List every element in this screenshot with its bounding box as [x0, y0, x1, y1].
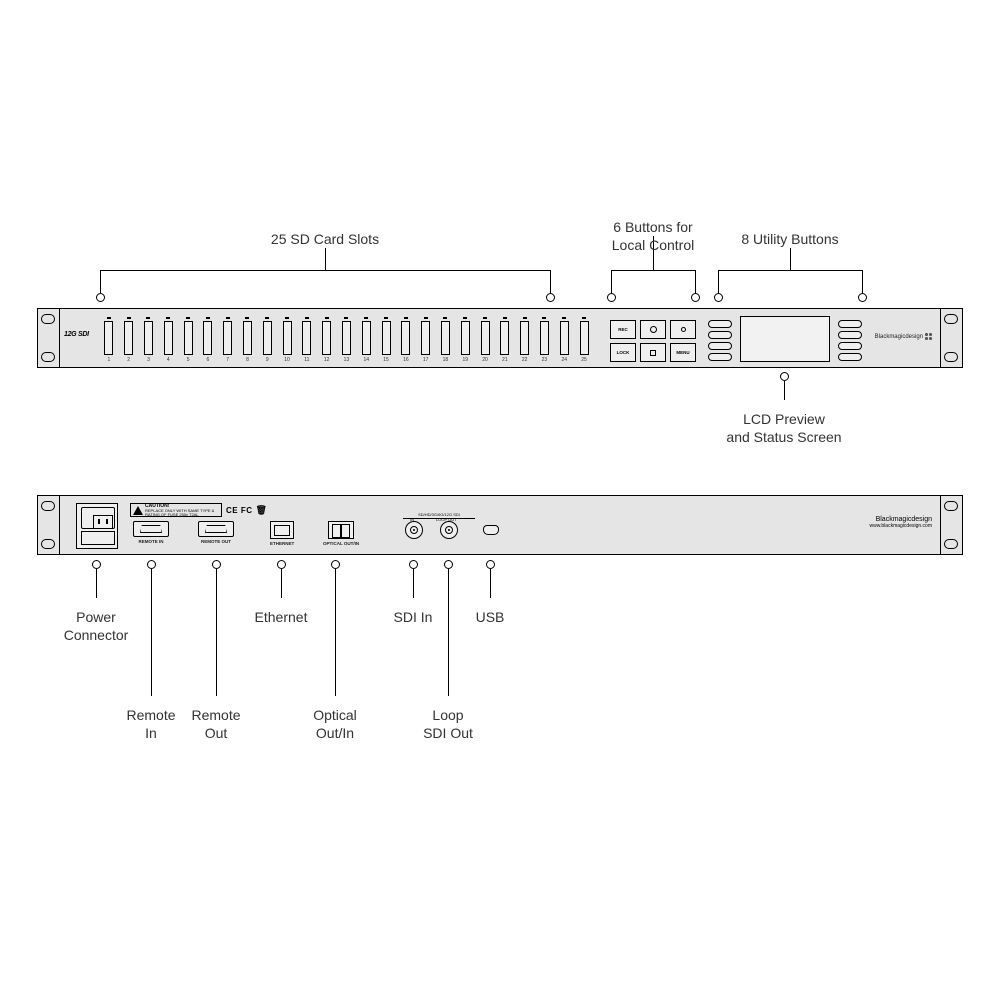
sd-slot: 22 [516, 317, 534, 363]
sd-slot: 20 [476, 317, 494, 363]
sd-slot: 7 [219, 317, 237, 363]
sd-slot: 6 [199, 317, 217, 363]
ethernet-port: ETHERNET [270, 521, 294, 546]
sd-slot: 9 [258, 317, 276, 363]
rack-ear-left [38, 496, 60, 554]
callout-label: LoopSDI Out [378, 706, 518, 742]
sdi-in-port [405, 521, 423, 539]
sd-card-slots: 1234567891011121314151617181920212223242… [100, 317, 593, 363]
sd-slot: 8 [239, 317, 257, 363]
callout-label: PowerConnector [26, 608, 166, 644]
sd-slot: 11 [298, 317, 316, 363]
callout-label: 25 SD Card Slots [235, 230, 415, 248]
sd-slot: 18 [437, 317, 455, 363]
utility-buttons-left [708, 320, 732, 361]
utility-button[interactable] [708, 331, 732, 339]
sd-slot: 4 [159, 317, 177, 363]
control-button[interactable] [670, 320, 696, 339]
certification-marks: CE FC 🗑 [226, 505, 267, 516]
brand-label: Blackmagicdesign [875, 333, 932, 340]
front-logo: 12G SDI [64, 331, 89, 338]
sd-slot: 5 [179, 317, 197, 363]
sd-slot: 16 [397, 317, 415, 363]
utility-button[interactable] [838, 320, 862, 328]
usb-port [483, 521, 499, 535]
caution-label: CAUTION!REPLACE ONLY WITH SAME TYPE & RA… [130, 503, 222, 517]
control-button[interactable]: LOCK [610, 343, 636, 362]
front-panel: 12G SDI 12345678910111213141516171819202… [37, 308, 963, 368]
utility-button[interactable] [838, 342, 862, 350]
rear-brand-label: Blackmagicdesign www.blackmagicdesign.co… [869, 516, 932, 529]
control-button[interactable]: REC [610, 320, 636, 339]
sd-slot: 25 [575, 317, 593, 363]
remote-out-port: REMOTE OUT [198, 521, 234, 544]
power-connector [76, 503, 118, 549]
sd-slot: 21 [496, 317, 514, 363]
sd-slot: 24 [555, 317, 573, 363]
rear-panel: CAUTION!REPLACE ONLY WITH SAME TYPE & RA… [37, 495, 963, 555]
utility-button[interactable] [838, 353, 862, 361]
sd-slot: 1 [100, 317, 118, 363]
control-button[interactable]: MENU [670, 343, 696, 362]
sd-slot: 12 [318, 317, 336, 363]
optical-port: OPTICAL OUT/IN [323, 521, 359, 546]
brand-text: Blackmagicdesign [875, 334, 923, 340]
sd-slot: 14 [357, 317, 375, 363]
utility-button[interactable] [708, 320, 732, 328]
control-button[interactable] [640, 320, 666, 339]
rack-ear-right [940, 309, 962, 367]
sd-slot: 17 [417, 317, 435, 363]
sd-slot: 2 [120, 317, 138, 363]
brand-dots-icon [925, 333, 932, 340]
callout-label: USB [420, 608, 560, 626]
callout-label: LCD Previewand Status Screen [714, 410, 854, 446]
callout-label: Ethernet [211, 608, 351, 626]
sd-slot: 13 [338, 317, 356, 363]
sd-slot: 3 [140, 317, 158, 363]
utility-buttons-right [838, 320, 862, 361]
sd-slot: 19 [456, 317, 474, 363]
sd-slot: 23 [536, 317, 554, 363]
sd-slot: 10 [278, 317, 296, 363]
weee-icon: 🗑 [256, 505, 268, 516]
remote-in-port: REMOTE IN [133, 521, 169, 544]
control-buttons: REC LOCK MENU [610, 320, 696, 362]
callout-label: 8 Utility Buttons [700, 230, 880, 248]
utility-button[interactable] [838, 331, 862, 339]
utility-button[interactable] [708, 353, 732, 361]
rack-ear-right [940, 496, 962, 554]
lcd-screen [740, 316, 830, 362]
sd-slot: 15 [377, 317, 395, 363]
sdi-loop-out-port [440, 521, 458, 539]
control-button[interactable] [640, 343, 666, 362]
rack-ear-left [38, 309, 60, 367]
warning-icon [133, 506, 143, 515]
utility-button[interactable] [708, 342, 732, 350]
